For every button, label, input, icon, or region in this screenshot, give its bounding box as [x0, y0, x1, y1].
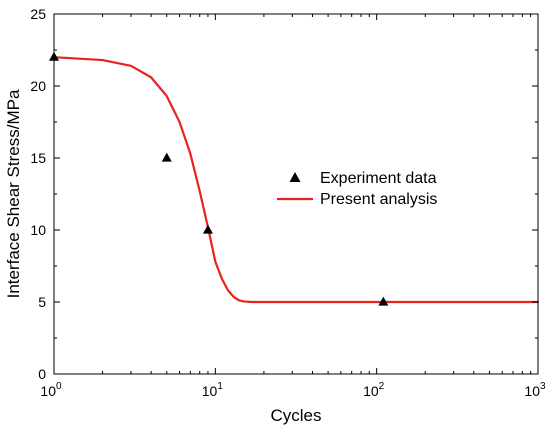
x-tick-label: 102	[363, 381, 385, 399]
plot-area-frame	[53, 13, 539, 375]
y-axis-title: Interface Shear Stress/MPa	[4, 89, 23, 298]
y-tick-label: 5	[38, 294, 46, 310]
x-tick-exponent: 3	[540, 381, 546, 392]
legend-marker-experiment	[289, 172, 301, 182]
legend-label: Present analysis	[320, 191, 437, 208]
x-tick-base: 10	[40, 383, 56, 399]
y-tick-label: 15	[30, 150, 46, 166]
x-tick-base: 10	[524, 383, 540, 399]
x-tick-base: 10	[363, 383, 379, 399]
data-point-experiment	[202, 224, 213, 234]
x-axis-title: Cycles	[270, 406, 321, 425]
data-point-experiment	[378, 296, 389, 306]
legend: Experiment data Present analysis	[277, 170, 437, 208]
y-tick-label: 10	[30, 222, 46, 238]
x-tick-exponent: 2	[379, 381, 385, 392]
series-line-present-analysis	[52, 56, 540, 304]
x-tick-label: 101	[202, 381, 224, 399]
x-tick-exponent: 1	[217, 381, 223, 392]
data-point-experiment	[161, 152, 172, 162]
x-tick-label: 100	[40, 381, 62, 399]
x-tick-exponent: 0	[56, 381, 62, 392]
x-tick-base: 10	[202, 383, 218, 399]
y-tick-label: 20	[30, 78, 46, 94]
legend-label: Experiment data	[320, 170, 437, 187]
y-tick-label: 0	[38, 366, 46, 382]
x-tick-label: 103	[524, 381, 546, 399]
y-tick-label: 25	[30, 6, 46, 22]
